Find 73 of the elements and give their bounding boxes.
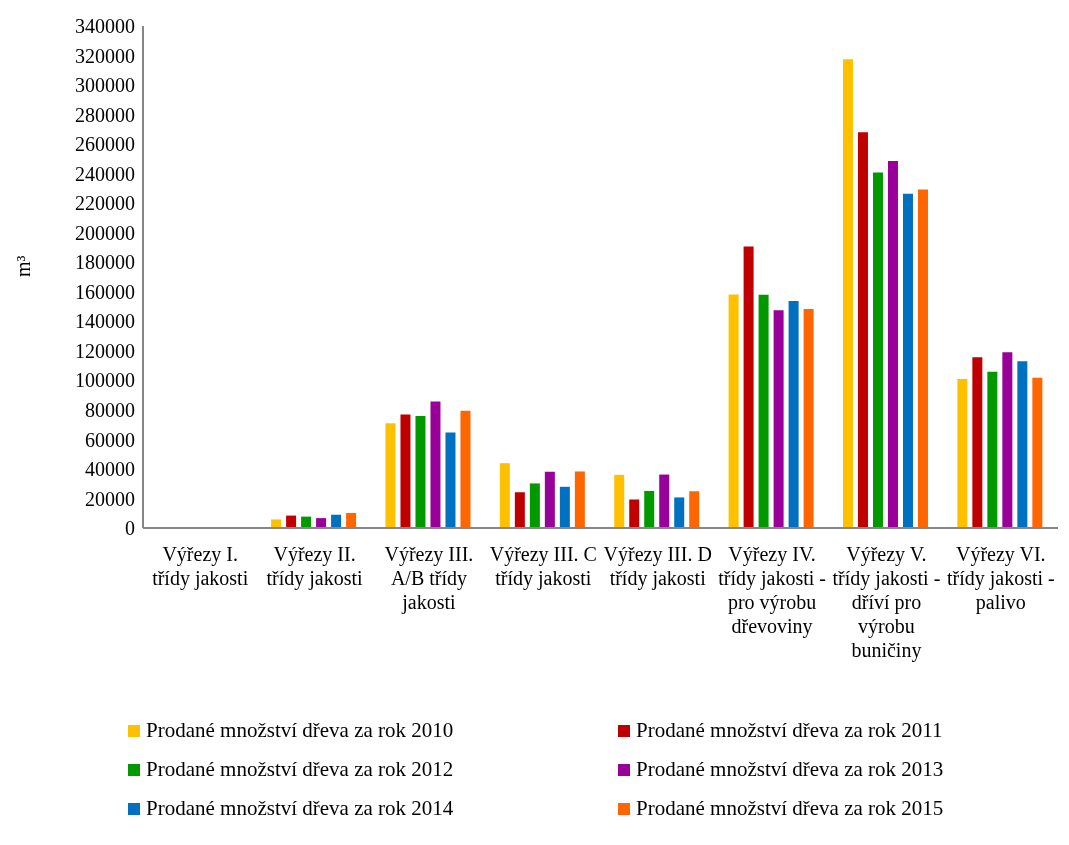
y-tick-label: 260000 bbox=[75, 133, 135, 156]
bar bbox=[460, 410, 471, 528]
bar bbox=[529, 483, 540, 528]
x-tick-label: Výřezy VI. třídy jakosti - palivo bbox=[945, 542, 1056, 614]
y-tick-label: 220000 bbox=[75, 192, 135, 215]
bar bbox=[514, 492, 525, 528]
bar bbox=[346, 512, 357, 528]
bar bbox=[902, 193, 913, 528]
bar bbox=[415, 415, 426, 528]
bar bbox=[430, 401, 441, 528]
legend-label: Prodané množství dřeva za rok 2011 bbox=[636, 718, 943, 743]
x-tick-label: Výřezy IV. třídy jakosti - pro výrobu dřevoviny bbox=[717, 542, 827, 638]
x-tick-label: Výřezy V. třídy jakosti - dříví pro výrobu buničiny bbox=[831, 542, 942, 662]
bar bbox=[743, 246, 754, 528]
bar bbox=[331, 514, 342, 528]
bar bbox=[271, 519, 282, 528]
bar bbox=[987, 371, 998, 528]
y-tick-label: 20000 bbox=[85, 487, 135, 510]
bar bbox=[728, 294, 739, 528]
bar bbox=[445, 432, 456, 528]
x-tick-label: Výřezy I. třídy jakosti bbox=[151, 542, 250, 590]
bar bbox=[644, 490, 655, 528]
bar bbox=[544, 471, 555, 528]
bar bbox=[803, 308, 814, 528]
bar bbox=[659, 474, 670, 528]
bar bbox=[674, 497, 685, 528]
bar bbox=[1002, 352, 1013, 528]
bar bbox=[1032, 377, 1043, 528]
bar bbox=[316, 518, 327, 528]
bar bbox=[574, 471, 585, 528]
y-tick-label: 120000 bbox=[75, 339, 135, 362]
bar bbox=[872, 172, 883, 528]
bar bbox=[957, 378, 968, 528]
x-tick-label: Výřezy III. A/B třídy jakosti bbox=[383, 542, 475, 614]
y-tick-label: 200000 bbox=[75, 221, 135, 244]
legend-label: Prodané množství dřeva za rok 2015 bbox=[636, 796, 944, 821]
bar bbox=[614, 474, 625, 528]
bar bbox=[773, 310, 784, 528]
bar bbox=[629, 499, 640, 528]
bar bbox=[559, 486, 570, 528]
bar bbox=[400, 414, 411, 528]
bar bbox=[689, 491, 700, 528]
bar bbox=[1017, 361, 1028, 528]
bar bbox=[842, 59, 853, 528]
y-tick-label: 300000 bbox=[75, 74, 135, 97]
y-tick-label: 0 bbox=[125, 517, 135, 540]
bar bbox=[385, 423, 396, 528]
legend-label: Prodané množství dřeva za rok 2012 bbox=[146, 757, 454, 782]
x-tick-label: Výřezy II. třídy jakosti bbox=[265, 542, 364, 590]
bar bbox=[857, 132, 868, 528]
x-tick-label: Výřezy III. D třídy jakosti bbox=[602, 542, 713, 590]
legend-label: Prodané množství dřeva za rok 2013 bbox=[636, 757, 944, 782]
y-tick-label: 240000 bbox=[75, 162, 135, 185]
legend-label: Prodané množství dřeva za rok 2010 bbox=[146, 718, 454, 743]
y-tick-label: 180000 bbox=[75, 251, 135, 274]
bar bbox=[499, 463, 510, 528]
y-axis-title: m³ bbox=[12, 255, 35, 277]
y-tick-label: 160000 bbox=[75, 280, 135, 303]
bar bbox=[917, 189, 928, 528]
bar bbox=[758, 294, 769, 528]
y-tick-label: 40000 bbox=[85, 458, 135, 481]
bar bbox=[887, 161, 898, 528]
x-tick-label: Výřezy III. C třídy jakosti bbox=[488, 542, 598, 590]
y-tick-label: 140000 bbox=[75, 310, 135, 333]
y-tick-label: 60000 bbox=[85, 428, 135, 451]
bar bbox=[972, 357, 983, 528]
bar bbox=[788, 300, 799, 528]
y-tick-label: 80000 bbox=[85, 398, 135, 421]
y-tick-label: 280000 bbox=[75, 103, 135, 126]
y-tick-label: 320000 bbox=[75, 44, 135, 67]
y-tick-label: 100000 bbox=[75, 369, 135, 392]
y-tick-label: 340000 bbox=[75, 15, 135, 38]
legend-label: Prodané množství dřeva za rok 2014 bbox=[146, 796, 454, 821]
